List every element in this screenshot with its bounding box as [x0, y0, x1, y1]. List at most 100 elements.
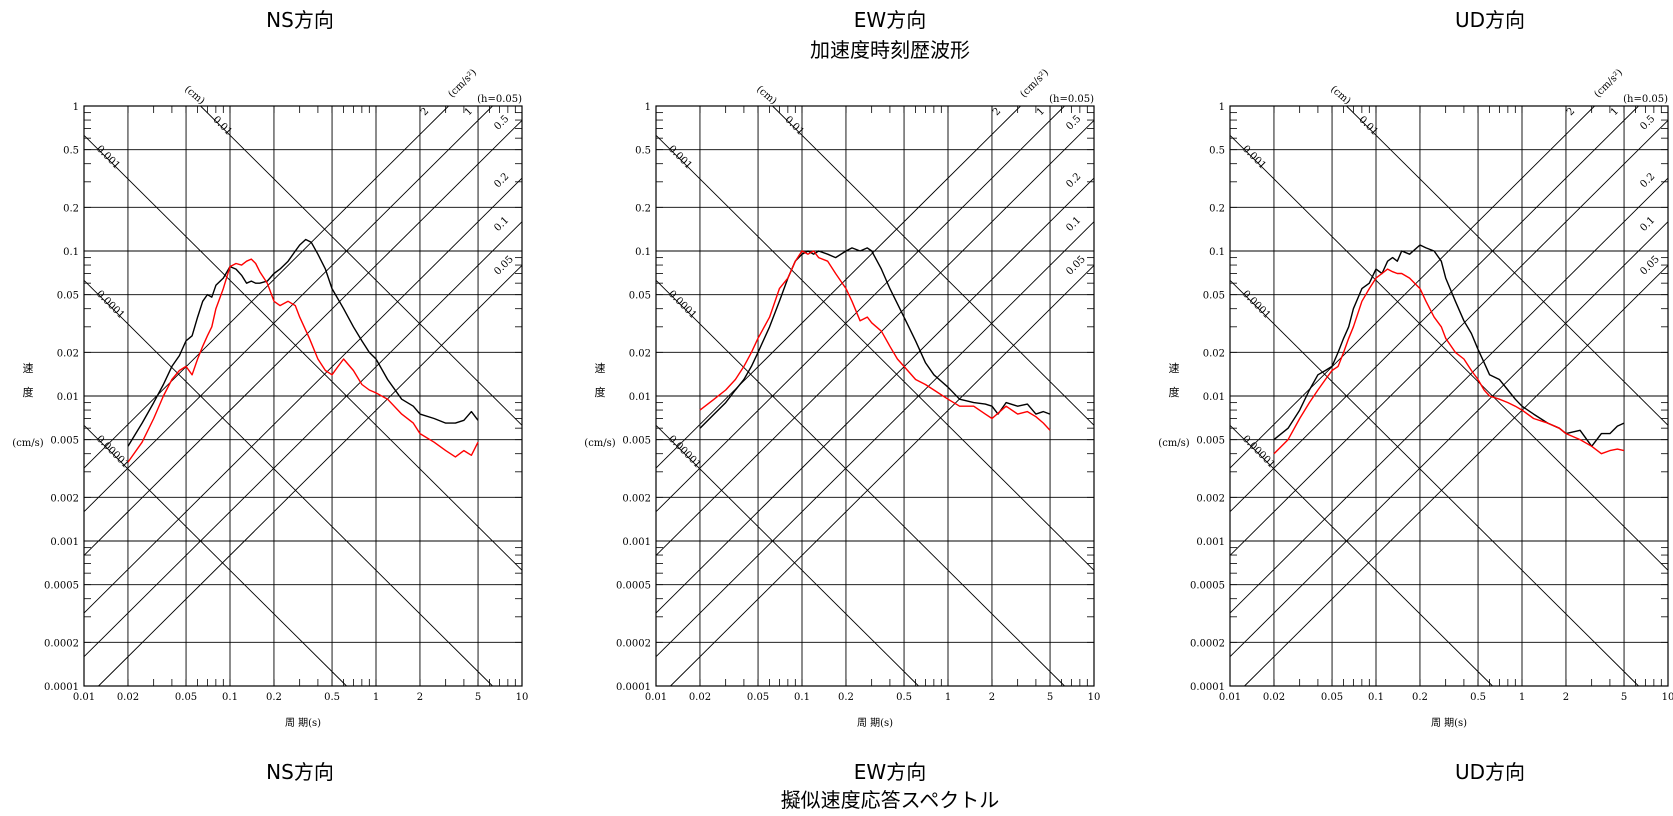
acceleration-label: 1 [1035, 106, 1047, 118]
acceleration-line [655, 177, 1095, 614]
y-tick-label: 0.01 [629, 392, 651, 403]
y-tick-label: 0.001 [622, 537, 651, 548]
acceleration-label: 2 [419, 106, 431, 118]
y-tick-label: 0.0001 [1190, 682, 1225, 693]
y-tick-label: 0.05 [629, 291, 651, 302]
y-tick-label: 1 [1219, 102, 1225, 113]
acceleration-line [1229, 105, 1595, 469]
acceleration-line [1229, 177, 1669, 614]
x-tick-label: 0.2 [838, 692, 854, 703]
y-tick-label: 0.0002 [1190, 638, 1225, 649]
x-tick-label: 0.1 [1368, 692, 1384, 703]
damping-label: (h=0.05) [1623, 94, 1668, 105]
y-tick-label: 0.0002 [44, 638, 79, 649]
y-tick-label: 1 [645, 102, 651, 113]
y-axis-unit: (cm/s) [584, 438, 615, 449]
x-tick-label: 0.5 [896, 692, 912, 703]
acceleration-label: 2 [991, 106, 1003, 118]
x-tick-label: 0.1 [794, 692, 810, 703]
x-tick-label: 0.01 [645, 692, 667, 703]
displacement-label: 0.0001 [94, 289, 127, 322]
y-tick-label: 0.005 [1196, 436, 1225, 447]
x-axis-label: 周 期(s) [857, 717, 893, 729]
displacement-unit: (cm) [182, 84, 207, 107]
damping-label: (h=0.05) [1049, 94, 1094, 105]
acceleration-unit: (cm/s²) [1592, 67, 1625, 100]
displacement-label: 0.001 [94, 144, 122, 172]
acceleration-line [655, 120, 1095, 556]
y-tick-label: 0.1 [63, 247, 79, 258]
caption-bottom-center: 擬似速度応答スペクトル [780, 788, 1000, 812]
x-tick-label: 0.01 [1219, 692, 1241, 703]
y-tick-label: 0.0001 [44, 682, 79, 693]
acceleration-line [670, 265, 1095, 687]
y-tick-label: 0.02 [57, 348, 79, 359]
acceleration-line [83, 105, 449, 469]
y-tick-label: 0.0002 [616, 638, 651, 649]
x-tick-label: 0.1 [222, 692, 238, 703]
acceleration-label: 0.2 [1064, 171, 1083, 190]
acceleration-label: 1 [463, 106, 475, 118]
displacement-line [1229, 279, 1639, 687]
x-tick-label: 0.5 [324, 692, 340, 703]
acceleration-label: 0.5 [492, 113, 511, 132]
caption-top-center: 加速度時刻歴波形 [810, 38, 970, 62]
displacement-unit: (cm) [1328, 84, 1353, 107]
y-tick-label: 0.01 [57, 392, 79, 403]
displacement-line [200, 105, 523, 426]
x-tick-label: 0.05 [1321, 692, 1343, 703]
y-axis-label: 度 [23, 385, 34, 399]
acceleration-line [83, 105, 493, 513]
y-axis-unit: (cm/s) [1158, 438, 1189, 449]
x-axis-label: 周 期(s) [1431, 717, 1467, 729]
y-tick-label: 0.005 [622, 436, 651, 447]
acceleration-label: 0.5 [1064, 113, 1083, 132]
y-tick-label: 0.01 [1203, 392, 1225, 403]
displacement-line [655, 279, 1065, 687]
y-axis-label: 速 [595, 362, 606, 375]
x-tick-label: 0.05 [175, 692, 197, 703]
caption-bottom-ud: UD方向 [1454, 760, 1526, 784]
displacement-unit: (cm) [754, 84, 779, 107]
caption-bottom-ew: EW方向 [853, 760, 927, 784]
displacement-label: 0.00001 [1240, 434, 1277, 471]
displacement-line [772, 105, 1095, 426]
y-axis-label: 速 [1169, 362, 1180, 375]
acceleration-line [83, 221, 523, 658]
displacement-label: 0.00001 [666, 434, 703, 471]
x-tick-label: 5 [1047, 692, 1053, 703]
x-tick-label: 10 [1662, 692, 1673, 703]
y-tick-label: 0.002 [50, 493, 79, 504]
caption-top-ud: UD方向 [1454, 8, 1526, 32]
acceleration-line [83, 120, 523, 556]
y-axis-label: 速 [23, 362, 34, 375]
x-tick-label: 10 [1088, 692, 1101, 703]
y-tick-label: 0.1 [635, 247, 651, 258]
acceleration-unit: (cm/s²) [1018, 67, 1051, 100]
y-tick-label: 0.001 [1196, 537, 1225, 548]
acceleration-label: 0.1 [1064, 215, 1083, 234]
acceleration-label: 0.2 [1638, 171, 1657, 190]
series-line-1 [127, 258, 479, 463]
y-tick-label: 0.02 [1203, 348, 1225, 359]
y-tick-label: 0.005 [50, 436, 79, 447]
displacement-line [1229, 134, 1669, 571]
displacement-label: 0.001 [1240, 144, 1268, 172]
y-tick-label: 0.2 [1209, 203, 1225, 214]
x-tick-label: 1 [373, 692, 379, 703]
y-axis-unit: (cm/s) [12, 438, 43, 449]
y-tick-label: 0.0005 [44, 581, 79, 592]
y-tick-label: 0.5 [1209, 146, 1225, 157]
acceleration-label: 1 [1609, 106, 1621, 118]
acceleration-label: 0.05 [492, 254, 516, 278]
y-tick-label: 0.001 [50, 537, 79, 548]
y-tick-label: 0.2 [635, 203, 651, 214]
y-tick-label: 0.05 [1203, 291, 1225, 302]
x-tick-label: 0.05 [747, 692, 769, 703]
series-line-0 [127, 238, 479, 447]
chart-ew: 0.01 0.02 0.05 0.1 0.2 0.5 1 2 5 10 1 0.5 0.2 0.1 0.05… [584, 67, 1100, 729]
y-tick-label: 0.0001 [616, 682, 651, 693]
displacement-label: 0.00001 [94, 434, 131, 471]
y-tick-label: 0.0005 [1190, 581, 1225, 592]
